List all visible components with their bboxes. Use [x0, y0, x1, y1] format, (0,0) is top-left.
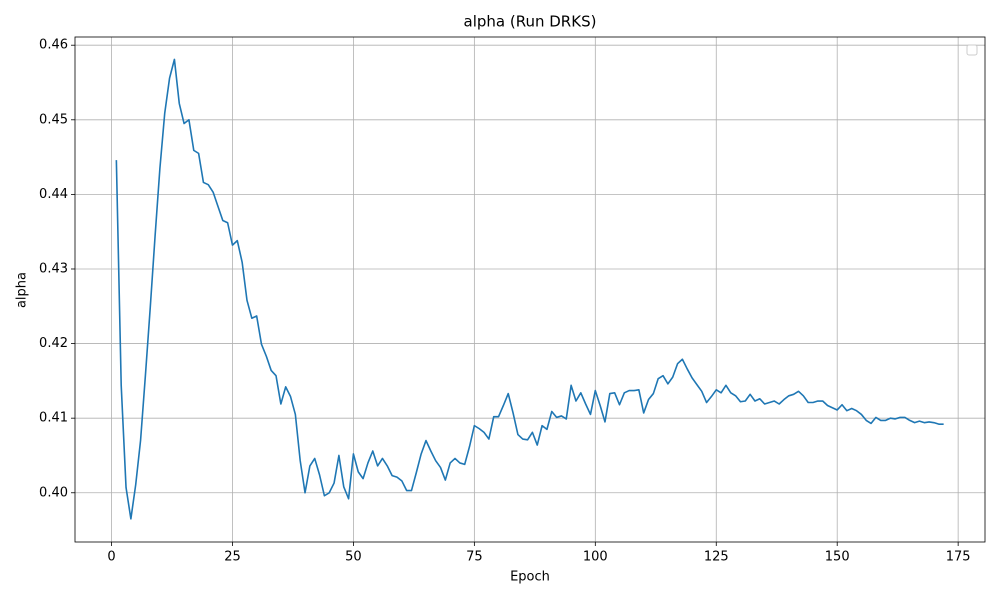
y-tick-label: 0.44 — [39, 187, 68, 202]
x-tick-label: 75 — [466, 550, 483, 565]
y-tick-label: 0.41 — [39, 411, 68, 426]
data-line — [115, 58, 944, 520]
y-tick-label: 0.42 — [39, 336, 68, 351]
x-tick-label: 125 — [704, 550, 729, 565]
legend-box — [966, 44, 978, 56]
x-tick-label: 50 — [345, 550, 362, 565]
x-axis-label: Epoch — [510, 570, 550, 585]
x-tick-label: 100 — [583, 550, 608, 565]
plot-frame — [74, 36, 986, 543]
x-tick-label: 25 — [224, 550, 241, 565]
y-axis-label: alpha — [15, 272, 30, 308]
x-tick-label: 175 — [946, 550, 971, 565]
y-tick-label: 0.46 — [39, 38, 68, 53]
x-tick-label: 0 — [107, 550, 115, 565]
y-tick-label: 0.45 — [39, 112, 68, 127]
y-tick-label: 0.43 — [39, 261, 68, 276]
x-tick-label: 150 — [825, 550, 850, 565]
chart-title: alpha (Run DRKS) — [464, 13, 597, 31]
y-tick-label: 0.40 — [39, 485, 68, 500]
